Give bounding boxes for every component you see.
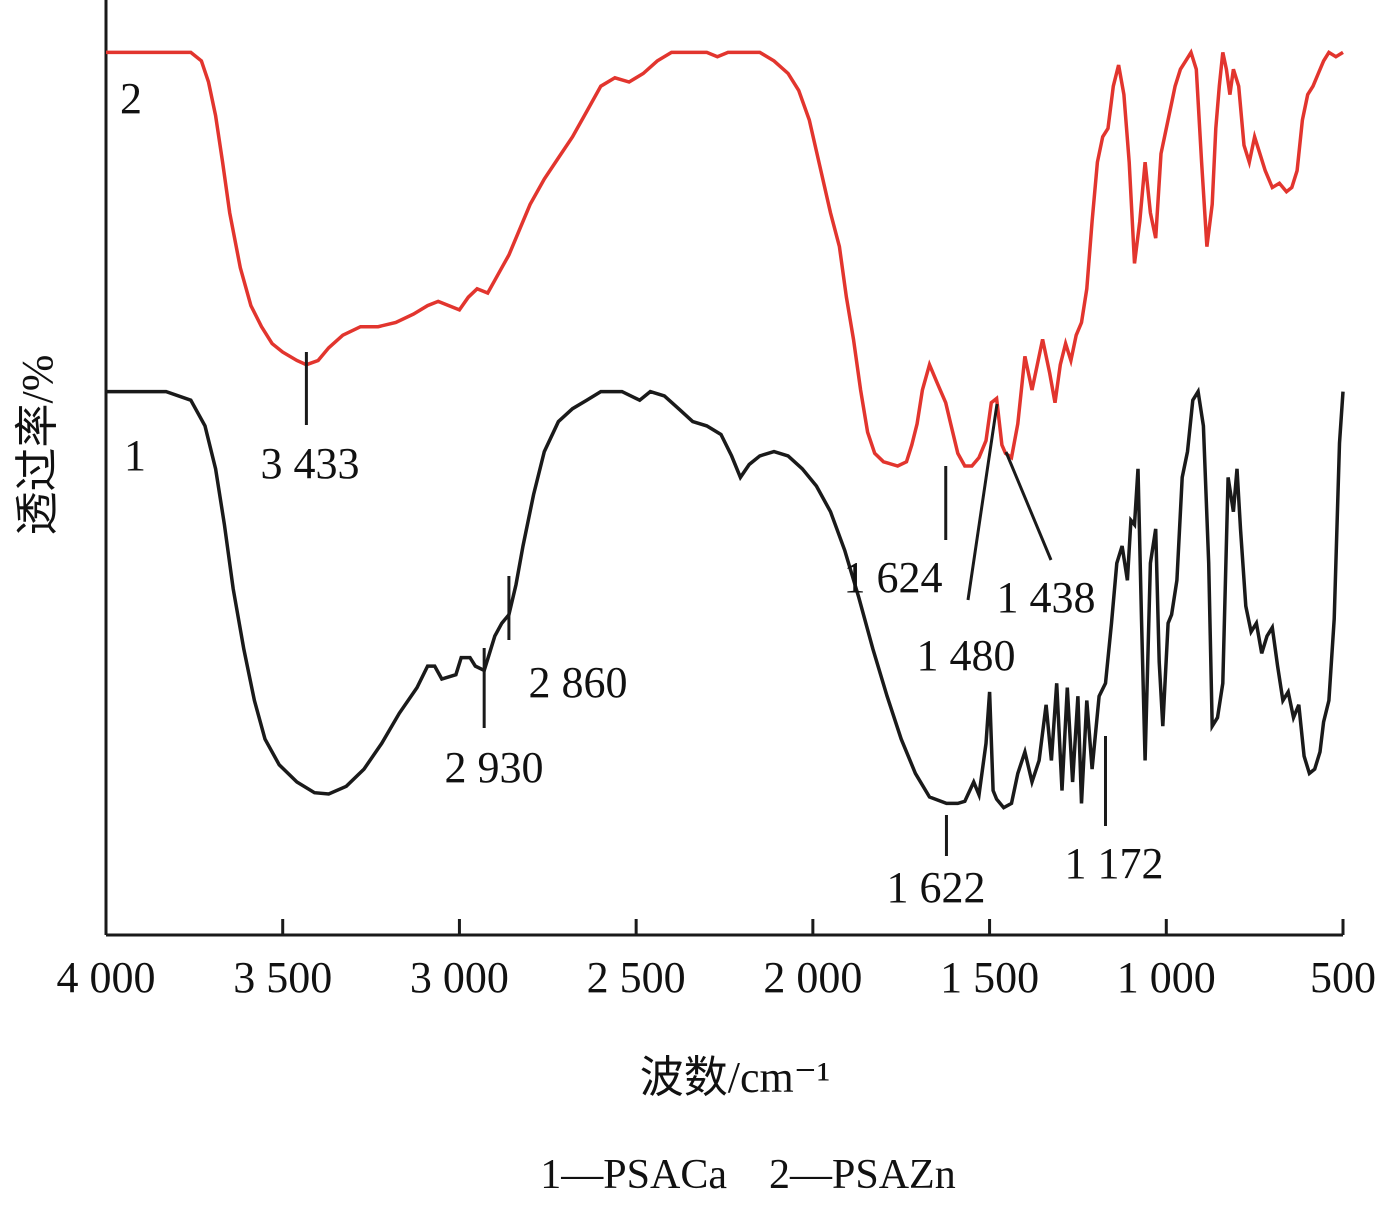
peak-label: 2 930 [445, 743, 544, 792]
x-tick-label: 4 000 [57, 953, 156, 1002]
peak-annotations: 3 433 1 624 1 480 1 438 2 930 2 860 1 622 1 172 [261, 352, 1164, 912]
x-ticks: 4 000 3 500 3 000 2 500 2 000 1 500 1 000 500 [57, 919, 1376, 1002]
peak-label: 1 480 [917, 631, 1016, 680]
peak-leader-line [1004, 451, 1053, 561]
legend: 1—PSACa 2—PSAZn [540, 1152, 955, 1198]
x-tick-label: 3 500 [233, 953, 332, 1002]
series-line-psazn [106, 48, 1344, 468]
x-tick-label: 500 [1310, 953, 1376, 1002]
y-axis-title: 透过率/% [13, 355, 62, 536]
x-tick-label: 1 500 [940, 953, 1039, 1002]
series-tag-psazn: 2 [120, 74, 142, 123]
peak-leader-line [966, 403, 999, 601]
series-line-psaca [106, 386, 1345, 810]
x-tick-label: 2 500 [587, 953, 686, 1002]
axes [104, 0, 1343, 937]
peak-label: 1 624 [844, 553, 943, 602]
series-layer: 12 [106, 48, 1345, 810]
peak-label: 1 622 [887, 863, 986, 912]
series-tag-psaca: 1 [124, 431, 146, 480]
x-axis-title: 波数/cm⁻¹ [640, 1053, 830, 1102]
x-tick-label: 1 000 [1117, 953, 1216, 1002]
x-tick-label: 3 000 [410, 953, 509, 1002]
peak-label: 3 433 [261, 439, 360, 488]
peak-label: 1 438 [997, 573, 1096, 622]
peak-label: 2 860 [529, 658, 628, 707]
x-tick-label: 2 000 [763, 953, 862, 1002]
peak-label: 1 172 [1065, 839, 1164, 888]
